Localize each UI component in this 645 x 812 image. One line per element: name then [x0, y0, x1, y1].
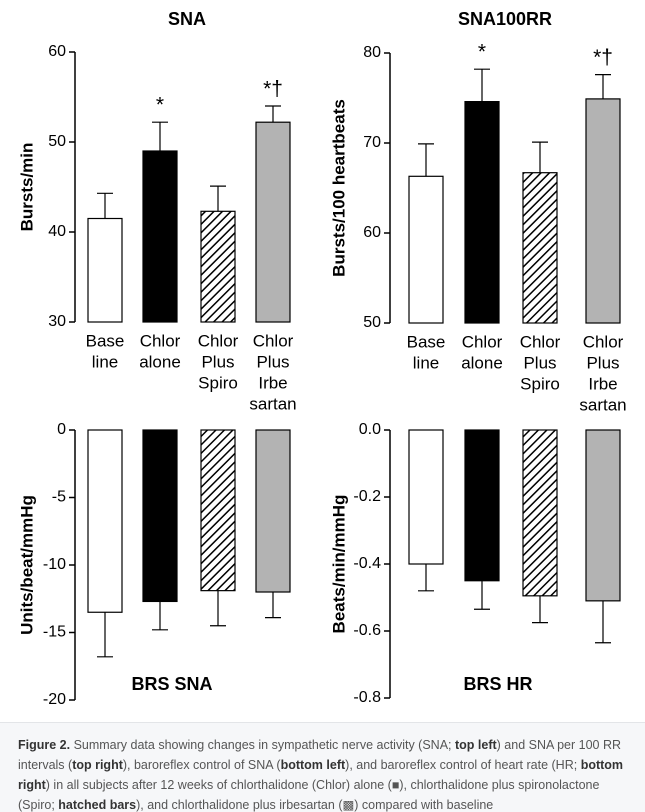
caption-text: bottom left	[280, 758, 346, 772]
caption-text: top right	[72, 758, 123, 772]
y-axis-label: Beats/min/mmHg	[329, 495, 348, 634]
error-bar	[418, 143, 434, 177]
error-bar	[97, 612, 113, 658]
chart-title: SNA100RR	[458, 9, 552, 29]
annotation: *	[156, 94, 164, 117]
bar	[200, 210, 236, 323]
bar	[87, 217, 123, 323]
error-bar	[532, 595, 548, 624]
annotation: *†	[593, 46, 613, 69]
x-tick-label: alone	[461, 353, 503, 372]
x-tick-label: Plus	[256, 352, 289, 371]
x-tick-label: Chlor	[583, 332, 624, 351]
x-tick-label: sartan	[249, 394, 296, 413]
x-tick-label: Irbe	[588, 374, 617, 393]
y-tick-label: 50	[48, 133, 66, 150]
caption-text: top left	[454, 738, 497, 752]
bar	[87, 429, 123, 613]
x-tick-label: Chlor	[253, 331, 294, 350]
caption-text: ) in all subjects after 12 weeks of chlo…	[18, 778, 600, 812]
annotation: *†	[263, 78, 283, 101]
error-bar	[210, 590, 226, 627]
y-tick-label: -20	[43, 691, 66, 708]
annotation: *	[478, 41, 486, 64]
error-bar	[474, 580, 490, 610]
x-tick-label: Chlor	[198, 331, 239, 350]
caption-text: bottom right	[18, 758, 624, 792]
x-tick-label: Base	[86, 331, 125, 350]
error-bar	[152, 121, 168, 151]
y-tick-label: -15	[43, 624, 66, 641]
y-axis-label: Bursts/100 heartbeats	[329, 99, 348, 277]
y-tick-label: 50	[363, 314, 381, 331]
bar	[408, 429, 444, 565]
x-tick-label: Plus	[586, 353, 619, 372]
y-tick-label: 80	[363, 44, 381, 61]
error-bar	[265, 592, 281, 619]
chart-title: BRS HR	[463, 674, 532, 694]
y-tick-label: -0.8	[353, 689, 381, 706]
figure: SNA Bursts/min 30 40 50 60 Base line * Chlor alone…	[17, 9, 626, 708]
chart-title: BRS SNA	[131, 674, 212, 694]
bar	[522, 429, 558, 597]
bar	[522, 172, 558, 324]
error-bar	[97, 192, 113, 219]
x-tick-label: line	[413, 353, 439, 372]
caption-text: Figure 2.	[18, 738, 71, 752]
caption-text: Summary data showing changes in sympathe…	[70, 738, 455, 752]
bar	[464, 100, 500, 324]
bar	[255, 121, 291, 323]
error-bar	[418, 564, 434, 592]
x-tick-label: line	[92, 352, 118, 371]
x-tick-label: Irbe	[258, 373, 287, 392]
bar	[464, 429, 500, 582]
error-bar	[210, 185, 226, 212]
error-bar	[474, 68, 490, 102]
caption-text: hatched bars	[58, 798, 137, 812]
x-tick-label: Plus	[523, 353, 556, 372]
x-tick-label: Plus	[201, 352, 234, 371]
y-tick-label: -0.6	[353, 622, 381, 639]
y-tick-label: 60	[363, 224, 381, 241]
y-tick-label: -10	[43, 556, 66, 573]
chart-title: SNA	[168, 9, 206, 29]
caption: Figure 2. Summary data showing changes i…	[0, 722, 645, 812]
x-tick-label: Spiro	[198, 373, 238, 392]
error-bar	[532, 141, 548, 173]
x-tick-label: Chlor	[520, 332, 561, 351]
caption-text: ) and SNA per 100 RR intervals (	[18, 738, 622, 772]
error-bar	[595, 600, 611, 644]
x-tick-label: alone	[139, 352, 181, 371]
y-tick-label: -0.2	[353, 488, 381, 505]
caption-text: ), and chlorthalidone plus irbesartan (▩…	[136, 798, 494, 812]
y-tick-label: -0.4	[353, 555, 381, 572]
y-axis-label: Bursts/min	[17, 143, 36, 232]
bar	[142, 150, 178, 323]
x-tick-label: Chlor	[140, 331, 181, 350]
bar	[142, 429, 178, 603]
x-tick-label: Base	[407, 332, 446, 351]
y-tick-label: 30	[48, 313, 66, 330]
x-tick-label: sartan	[579, 395, 626, 414]
x-tick-label: Spiro	[520, 374, 560, 393]
caption-text: ), baroreflex control of SNA (	[122, 758, 281, 772]
bar	[408, 175, 444, 324]
caption-text: ), and baroreflex control of heart rate …	[345, 758, 581, 772]
bar	[255, 429, 291, 593]
y-tick-label: 40	[48, 223, 66, 240]
y-tick-label: 0	[57, 421, 66, 438]
y-tick-label: 0.0	[359, 421, 381, 438]
error-bar	[152, 601, 168, 631]
bar	[585, 429, 621, 602]
y-tick-label: 60	[48, 43, 66, 60]
x-tick-label: Chlor	[462, 332, 503, 351]
bar	[585, 98, 621, 324]
y-tick-label: -5	[52, 489, 66, 506]
bar	[200, 429, 236, 592]
y-tick-label: 70	[363, 134, 381, 151]
y-axis-label: Units/beat/mmHg	[17, 495, 36, 635]
error-bar	[595, 74, 611, 99]
error-bar	[265, 105, 281, 123]
